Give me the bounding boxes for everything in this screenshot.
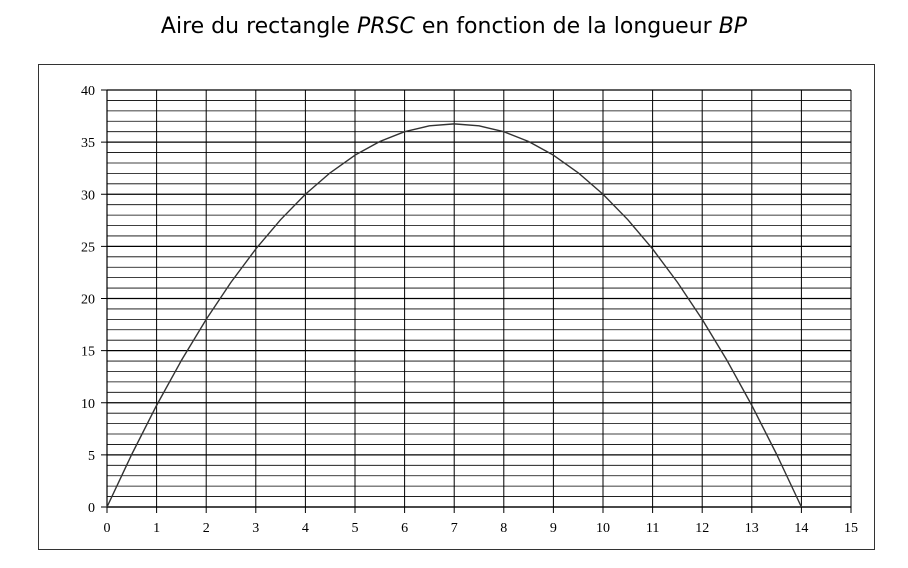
y-tick-label: 10 (81, 397, 95, 412)
y-tick-label: 20 (81, 293, 95, 308)
x-tick-label: 8 (500, 521, 507, 536)
x-tick-label: 0 (104, 521, 111, 536)
x-tick-label: 10 (596, 521, 610, 536)
title-variable-bp: BP (718, 14, 748, 39)
x-tick-label: 13 (745, 521, 759, 536)
y-tick-label: 35 (81, 136, 95, 151)
x-tick-label: 7 (451, 521, 458, 536)
area-curve-line (106, 123, 803, 508)
y-tick-label: 15 (81, 345, 95, 360)
x-tick-label: 4 (302, 521, 309, 536)
x-tick-label: 5 (352, 521, 359, 536)
x-tick-label: 9 (550, 521, 557, 536)
title-part-1: Aire du rectangle (160, 14, 357, 39)
y-tick-label: 5 (88, 449, 95, 464)
x-tick-label: 6 (401, 521, 408, 536)
title-part-2: en fonction de la longueur (414, 14, 719, 39)
y-tick-label: 0 (88, 501, 95, 516)
y-tick-label: 40 (81, 84, 95, 99)
x-tick-label: 2 (203, 521, 210, 536)
x-tick-label: 3 (252, 521, 259, 536)
y-tick-label: 25 (81, 240, 95, 255)
title-variable-prsc: PRSC (356, 14, 415, 39)
chart-title: Aire du rectangle PRSC en fonction de la… (0, 14, 908, 39)
y-tick-label: 30 (81, 188, 95, 203)
x-tick-label: 14 (794, 521, 808, 536)
x-tick-label: 15 (844, 521, 858, 536)
chart-frame (38, 64, 875, 550)
x-tick-label: 12 (695, 521, 709, 536)
x-tick-label: 1 (153, 521, 160, 536)
x-tick-label: 11 (646, 521, 659, 536)
